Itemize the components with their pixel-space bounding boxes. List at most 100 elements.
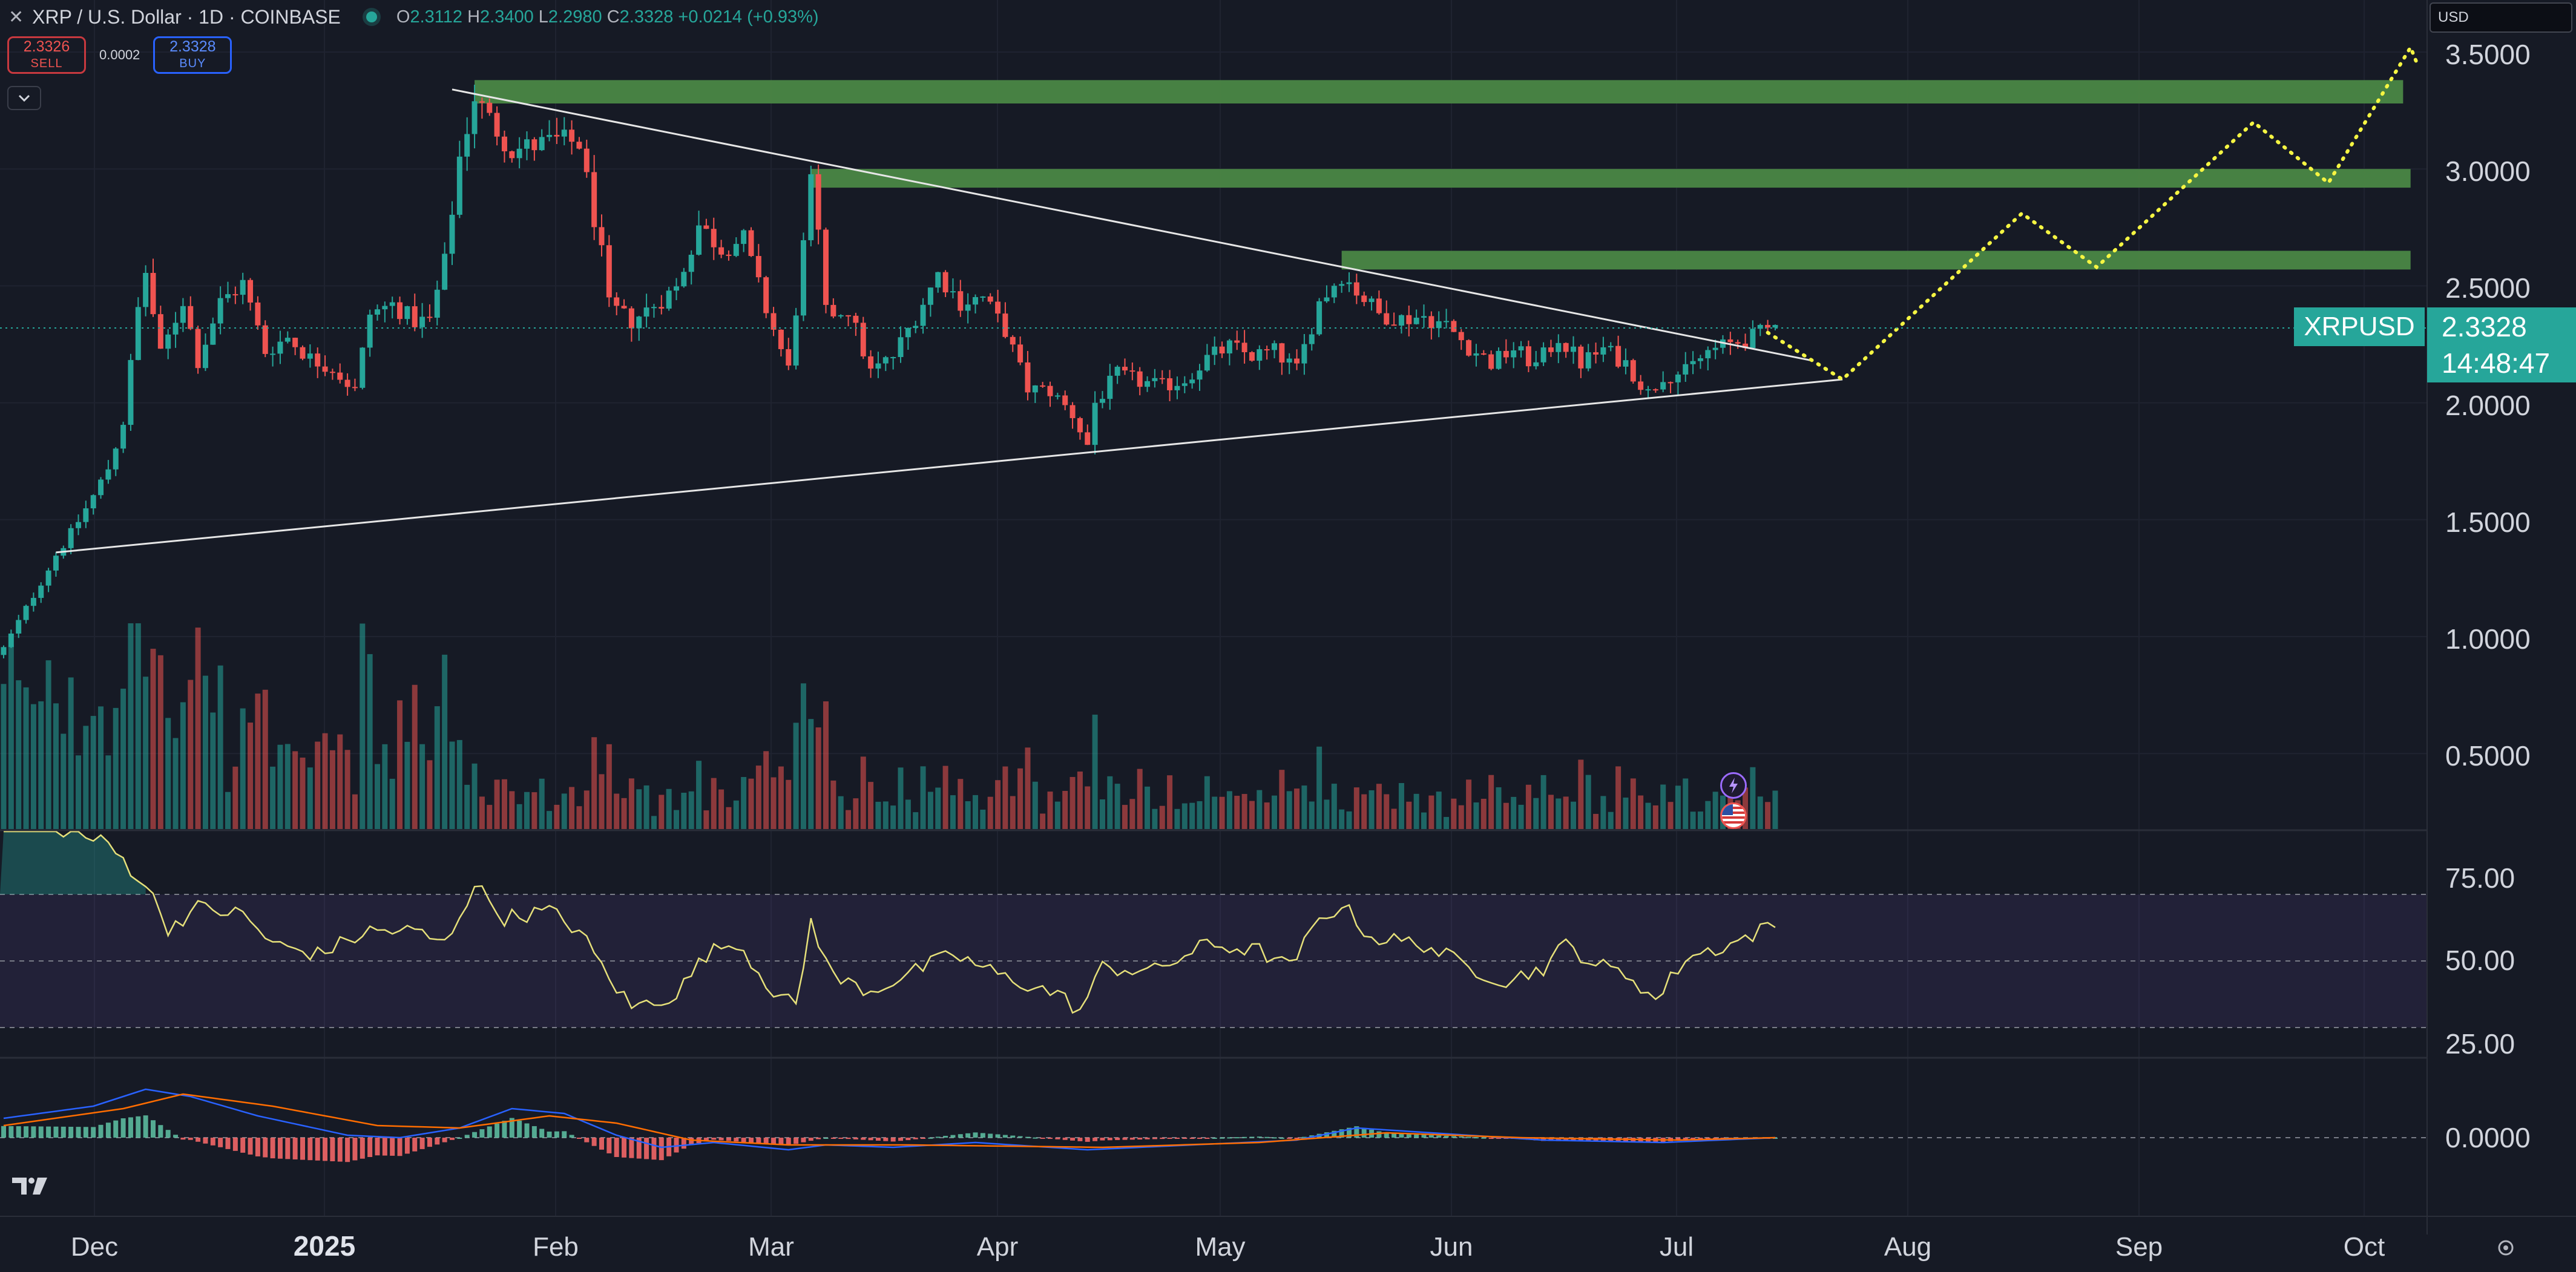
candle-body[interactable] [1159,378,1165,379]
candle-body[interactable] [1114,367,1120,376]
candle-body[interactable] [846,315,852,316]
candle-body[interactable] [1152,378,1158,381]
candle-body[interactable] [733,244,739,256]
candle-body[interactable] [1585,352,1591,369]
candle-body[interactable] [1085,432,1091,445]
candle-body[interactable] [30,598,36,606]
candle-body[interactable] [45,570,51,586]
candle-body[interactable] [1062,395,1068,405]
candle-body[interactable] [1309,334,1315,344]
candle-body[interactable] [322,366,328,372]
candle-body[interactable] [210,323,216,345]
candle-body[interactable] [1488,354,1494,369]
candle-body[interactable] [1279,343,1285,363]
candle-body[interactable] [890,357,896,359]
candle-body[interactable] [1668,382,1674,384]
candle-body[interactable] [1750,329,1756,349]
candle-body[interactable] [300,347,306,359]
resistance-zone[interactable] [475,80,2404,104]
candle-body[interactable] [1451,321,1457,332]
candle-body[interactable] [270,353,276,355]
candle-body[interactable] [113,448,119,470]
candle-body[interactable] [1054,395,1060,397]
candle-body[interactable] [1533,362,1539,367]
candle-body[interactable] [98,479,104,496]
candle-body[interactable] [464,134,470,157]
candle-body[interactable] [1181,383,1188,386]
candle-body[interactable] [255,302,261,326]
candle-body[interactable] [1413,317,1419,324]
candle-body[interactable] [1391,324,1397,326]
buy-button[interactable]: 2.3328 BUY [153,36,232,74]
candle-body[interactable] [927,287,933,305]
candle-body[interactable] [1675,374,1681,382]
candle-body[interactable] [659,307,665,309]
candle-body[interactable] [277,341,283,354]
candle-body[interactable] [995,301,1001,314]
candle-body[interactable] [920,304,926,326]
candle-body[interactable] [786,349,792,366]
candle-body[interactable] [434,289,440,318]
candle-body[interactable] [1525,346,1531,367]
candle-body[interactable] [1578,346,1584,369]
candle-body[interactable] [741,230,747,244]
candle-body[interactable] [1466,340,1472,356]
candle-body[interactable] [1145,381,1151,387]
candle-body[interactable] [1107,375,1113,399]
candle-body[interactable] [165,334,171,349]
candle-body[interactable] [1765,324,1771,328]
candle-body[interactable] [38,585,44,598]
candle-body[interactable] [217,298,223,324]
candle-body[interactable] [479,101,485,103]
candle-body[interactable] [427,316,433,318]
candle-body[interactable] [1660,382,1666,390]
signal-line[interactable] [3,1093,1775,1149]
candle-body[interactable] [248,280,254,303]
candle-body[interactable] [755,256,761,278]
candle-body[interactable] [531,139,537,151]
candle-body[interactable] [674,286,679,291]
candle-body[interactable] [494,113,500,137]
candle-body[interactable] [718,247,724,255]
candle-body[interactable] [808,174,814,240]
candle-body[interactable] [1757,324,1763,329]
candle-body[interactable] [1226,340,1232,354]
us-flag-event-icon[interactable] [1720,802,1747,829]
candle-body[interactable] [1496,350,1502,369]
candle-body[interactable] [1623,360,1629,367]
candle-body[interactable] [360,347,366,388]
candle-body[interactable] [763,277,769,313]
candle-body[interactable] [1197,370,1203,380]
candle-body[interactable] [1645,389,1651,391]
projection-path[interactable] [1766,43,2420,382]
candle-body[interactable] [1705,350,1711,359]
resistance-zone[interactable] [810,169,2411,188]
candle-body[interactable] [606,245,612,298]
candle-body[interactable] [16,620,22,634]
tradingview-logo-icon[interactable] [11,1175,50,1197]
candle-body[interactable] [748,230,754,257]
candle-body[interactable] [1712,347,1718,350]
candle-body[interactable] [561,129,567,137]
candle-body[interactable] [449,214,455,254]
candle-body[interactable] [1480,353,1487,355]
candle-body[interactable] [1652,389,1658,391]
candle-body[interactable] [180,306,186,323]
candle-body[interactable] [1,647,7,655]
candle-body[interactable] [913,326,919,328]
candle-body[interactable] [1249,352,1255,361]
candle-body[interactable] [284,338,291,342]
candle-body[interactable] [1301,344,1307,364]
candle-body[interactable] [973,297,978,305]
candle-body[interactable] [614,297,620,306]
candle-body[interactable] [958,291,964,311]
candle-body[interactable] [53,556,59,571]
candle-body[interactable] [1608,346,1614,347]
candle-body[interactable] [195,329,201,369]
candle-body[interactable] [1257,349,1263,361]
candle-body[interactable] [120,425,126,449]
candle-body[interactable] [666,290,672,309]
candle-body[interactable] [1735,342,1741,344]
candle-body[interactable] [1421,316,1427,318]
candle-body[interactable] [382,306,388,310]
